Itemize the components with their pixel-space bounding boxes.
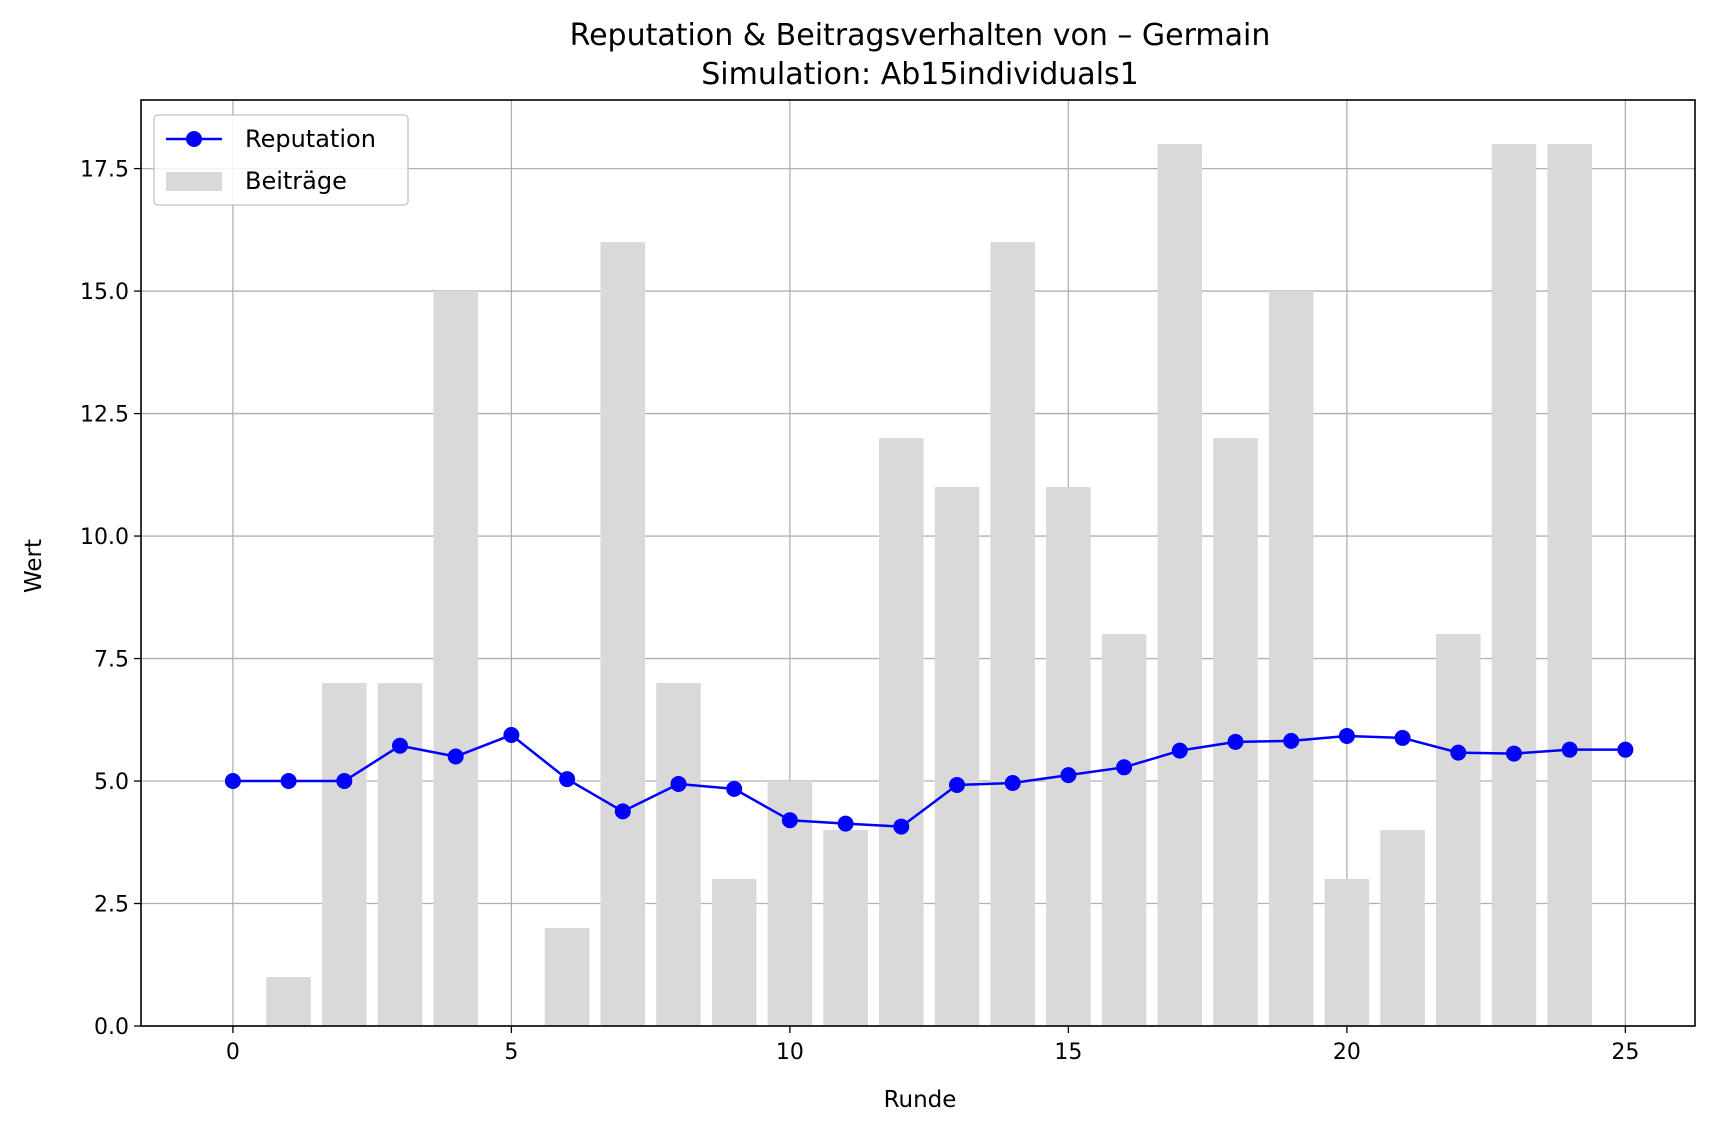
y-tick-label: 7.5 — [94, 648, 129, 673]
bar — [1324, 879, 1370, 1026]
chart-title: Reputation & Beitragsverhalten von – Ger… — [570, 18, 1271, 53]
legend-label-beitraege: Beiträge — [245, 167, 347, 195]
reputation-point — [447, 748, 464, 765]
reputation-point — [614, 803, 631, 820]
reputation-point — [1283, 732, 1300, 749]
bar — [1547, 144, 1592, 1027]
reputation-point — [1450, 744, 1467, 761]
bar — [1046, 487, 1091, 1026]
bar — [823, 830, 868, 1026]
reputation-point — [1060, 767, 1077, 784]
reputation-point — [1227, 733, 1244, 750]
reputation-point — [1004, 774, 1021, 791]
reputation-point — [336, 773, 353, 790]
y-tick-label: 15.0 — [80, 280, 129, 305]
bar — [934, 487, 980, 1026]
reputation-point — [392, 737, 408, 754]
x-tick-label: 10 — [776, 1040, 804, 1065]
bar — [711, 879, 757, 1026]
plot-frame — [140, 99, 1696, 1027]
x-tick-label: 5 — [504, 1040, 518, 1065]
y-tick-label: 12.5 — [80, 403, 129, 428]
bar — [1268, 291, 1314, 1027]
bar — [656, 683, 701, 1026]
reputation-point — [559, 771, 576, 788]
x-tick-label: 0 — [226, 1040, 240, 1065]
y-axis-label: Wert — [21, 539, 47, 593]
reputation-point — [948, 776, 965, 793]
x-tick-label: 20 — [1333, 1040, 1361, 1065]
reputation-point — [1505, 745, 1522, 762]
bars-layer — [266, 144, 1592, 1027]
bar — [1436, 634, 1481, 1026]
reputation-point — [837, 815, 854, 832]
bar — [322, 683, 367, 1026]
x-tick-label: 15 — [1054, 1040, 1082, 1065]
y-tick-label: 5.0 — [94, 770, 129, 795]
x-axis-label: Runde — [884, 1087, 957, 1113]
reputation-point — [280, 773, 297, 790]
reputation-point — [1394, 729, 1411, 746]
legend: Reputation Beiträge — [153, 114, 409, 206]
reputation-point — [224, 773, 241, 790]
reputation-point — [1338, 727, 1355, 744]
bar — [544, 928, 590, 1026]
y-tick-label: 2.5 — [94, 893, 129, 918]
bar — [879, 438, 924, 1027]
reputation-point — [781, 812, 798, 829]
legend-bar-swatch — [166, 172, 222, 191]
reputation-point — [503, 726, 520, 743]
legend-marker-swatch — [186, 131, 202, 147]
y-tick-label: 10.0 — [80, 525, 129, 550]
bar — [1101, 634, 1147, 1026]
y-tick-label: 17.5 — [80, 158, 129, 183]
legend-label-reputation: Reputation — [245, 125, 376, 153]
y-tick-label: 0.0 — [94, 1015, 129, 1040]
bar — [1157, 144, 1203, 1027]
x-tick-label: 25 — [1611, 1040, 1639, 1065]
bar — [990, 242, 1035, 1026]
reputation-point — [1617, 741, 1634, 758]
bar — [266, 977, 311, 1026]
reputation-point — [1171, 742, 1188, 759]
reputation-point — [893, 818, 910, 835]
line-layer — [224, 726, 1634, 835]
bar — [1491, 144, 1537, 1027]
bar — [600, 242, 646, 1026]
bar — [1213, 438, 1258, 1027]
bar — [1380, 830, 1425, 1026]
reputation-line — [232, 733, 1626, 828]
reputation-point — [1116, 759, 1133, 776]
reputation-point — [670, 775, 687, 792]
chart-subtitle: Simulation: Ab15individuals1 — [701, 57, 1139, 92]
reputation-point — [726, 780, 743, 797]
bar — [433, 291, 478, 1027]
ticks-layer: 0 5 10 15 20 25 0.0 2.5 5.0 7.5 10.0 12.5 15.0 17.5 — [80, 158, 1639, 1065]
reputation-point — [1561, 741, 1578, 758]
bar — [377, 683, 423, 1026]
